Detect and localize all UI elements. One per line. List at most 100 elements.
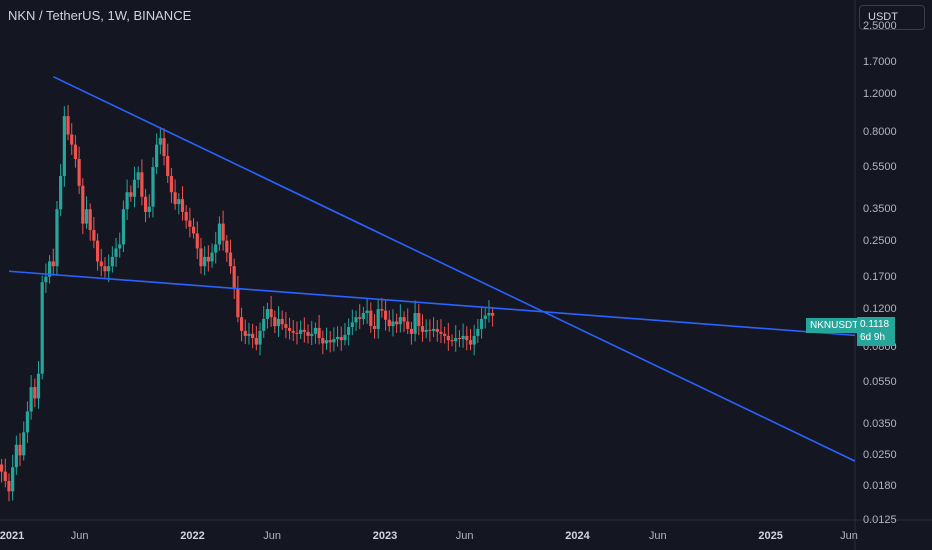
countdown: 6d 9h xyxy=(860,332,886,343)
candle xyxy=(51,261,55,267)
candle xyxy=(143,196,148,212)
candle xyxy=(350,322,354,328)
time-tick-label: 2023 xyxy=(372,530,398,542)
price-tick-label: 0.0550 xyxy=(863,375,897,388)
candle xyxy=(95,240,100,262)
candle xyxy=(324,340,329,344)
candle xyxy=(431,328,436,331)
candle xyxy=(265,309,270,319)
price-tick-label: 0.1200 xyxy=(863,303,897,316)
candle xyxy=(461,335,465,340)
candle xyxy=(424,329,428,332)
candle xyxy=(387,319,391,327)
candle xyxy=(391,321,395,327)
candle xyxy=(472,335,476,345)
symbol-label: NKNUSDT xyxy=(806,318,863,333)
candle xyxy=(306,331,310,336)
candle xyxy=(361,313,366,319)
candle xyxy=(251,333,255,338)
candle xyxy=(84,209,89,224)
price-tick-label: 0.0350 xyxy=(863,417,897,430)
time-tick-label: Jun xyxy=(840,530,858,542)
candle xyxy=(247,333,251,336)
candle xyxy=(395,321,399,325)
candle xyxy=(180,199,185,212)
candle xyxy=(195,233,199,249)
candle xyxy=(491,313,495,316)
candle xyxy=(369,310,373,327)
candle xyxy=(29,387,33,412)
time-tick-label: 2024 xyxy=(565,530,590,542)
time-tick-label: Jun xyxy=(70,530,89,542)
trendline-2 xyxy=(8,270,856,337)
candle xyxy=(402,317,406,322)
candle xyxy=(468,340,473,345)
candle xyxy=(99,261,103,267)
candle xyxy=(258,330,262,345)
candle xyxy=(199,248,203,267)
candle xyxy=(354,317,358,323)
candle xyxy=(0,464,4,472)
candle xyxy=(7,480,11,492)
candle xyxy=(302,329,306,332)
candle xyxy=(166,155,170,176)
candle xyxy=(40,282,44,374)
candle xyxy=(446,335,450,341)
candle xyxy=(88,209,92,231)
time-tick-label: 2021 xyxy=(0,530,25,542)
candle xyxy=(339,336,343,341)
candle xyxy=(454,337,458,342)
candle xyxy=(332,339,336,343)
candle xyxy=(476,328,480,336)
candle xyxy=(243,330,247,336)
price-tick-label: 0.5500 xyxy=(863,161,897,174)
candle xyxy=(203,256,207,267)
price-tick-label: 0.8000 xyxy=(863,126,897,139)
candle xyxy=(151,167,155,207)
candle xyxy=(103,266,107,272)
candle xyxy=(409,328,414,334)
candle xyxy=(177,199,181,205)
candle xyxy=(11,467,15,492)
candle xyxy=(295,332,299,334)
candle xyxy=(114,248,118,257)
candle xyxy=(439,331,443,334)
trendline-1 xyxy=(52,75,856,462)
candle xyxy=(420,326,425,332)
candle xyxy=(18,444,22,456)
candle xyxy=(73,144,78,159)
candle xyxy=(214,244,218,253)
candle xyxy=(129,192,133,197)
candle xyxy=(365,310,369,314)
candle xyxy=(358,317,362,319)
candle xyxy=(317,327,321,338)
candle xyxy=(47,261,52,277)
candle xyxy=(36,373,41,399)
time-tick-label: Jun xyxy=(648,530,667,542)
time-tick-label: Jun xyxy=(263,530,282,542)
candle xyxy=(184,211,188,221)
currency-button[interactable]: USDT xyxy=(859,5,925,30)
candle xyxy=(236,288,240,318)
candle xyxy=(280,318,284,325)
candle xyxy=(92,230,96,241)
candle xyxy=(287,327,292,331)
last-price: 0.1118 xyxy=(860,319,890,330)
candle xyxy=(136,172,140,180)
candle xyxy=(383,310,388,320)
price-tick-label: 0.3500 xyxy=(863,203,897,216)
candle xyxy=(487,313,491,316)
candle xyxy=(262,318,266,331)
candle xyxy=(188,220,192,227)
candle xyxy=(132,179,137,197)
candle xyxy=(206,256,210,262)
candle xyxy=(273,317,277,327)
candle xyxy=(479,318,484,329)
candle xyxy=(299,329,303,334)
candle xyxy=(22,432,26,456)
price-tick-label: 0.1700 xyxy=(863,270,897,283)
candle xyxy=(77,158,81,186)
candle xyxy=(110,256,114,267)
candle xyxy=(158,138,162,145)
